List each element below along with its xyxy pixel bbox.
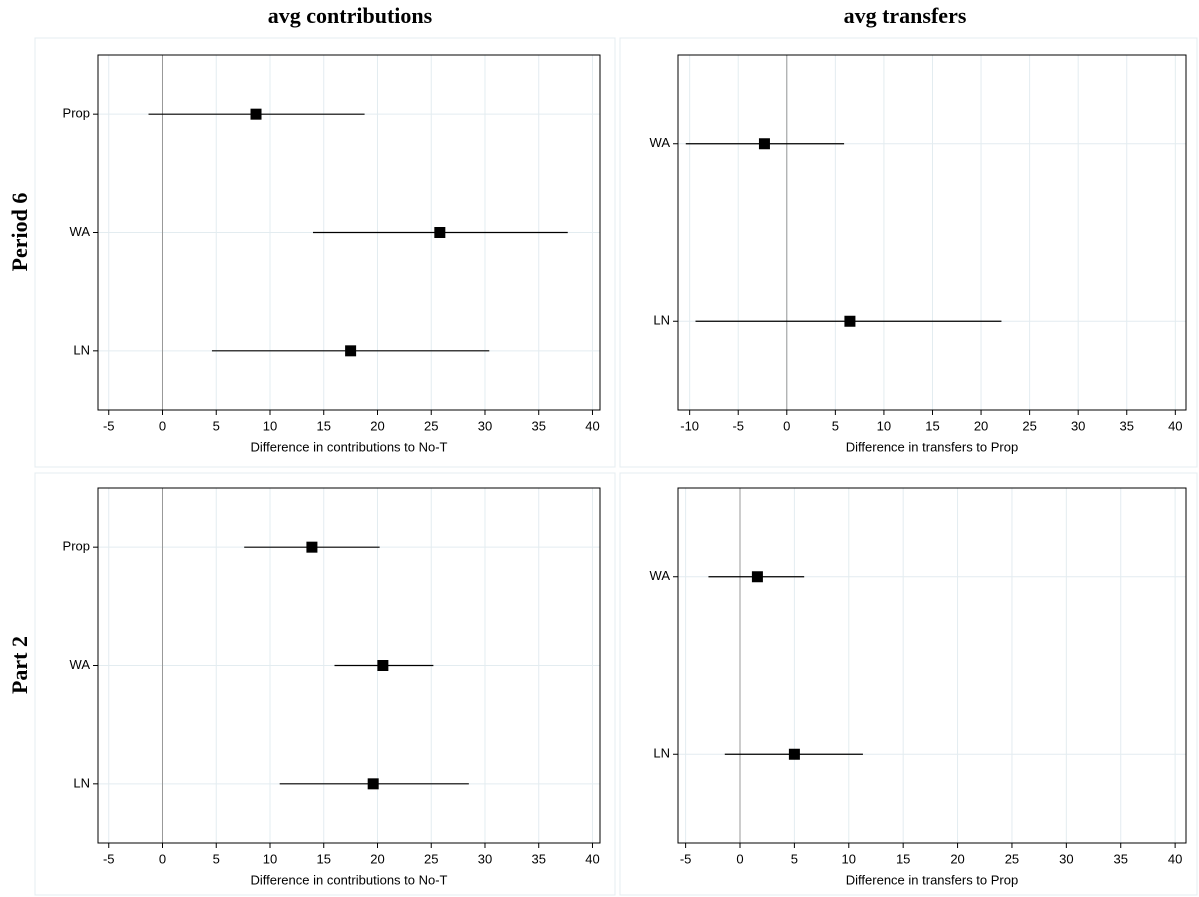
x-tick-label: 25 [424,418,438,433]
row-title: Period 6 [7,193,32,272]
x-axis-label: Difference in contributions to No-T [250,872,447,887]
x-tick-label: 30 [478,418,492,433]
x-tick-label: 10 [263,851,277,866]
x-tick-label: 30 [478,851,492,866]
x-tick-label: 35 [531,851,545,866]
x-tick-label: 20 [974,418,988,433]
x-tick-label: 40 [1168,851,1182,866]
x-tick-label: 15 [896,851,910,866]
panel-frame [34,472,616,896]
point-estimate [250,108,262,120]
point-estimate [758,138,770,150]
x-tick-label: 0 [736,851,743,866]
x-tick-label: 10 [877,418,891,433]
column-title: avg transfers [844,3,967,28]
y-tick-label: WA [650,568,671,583]
x-tick-label: -5 [103,851,115,866]
x-tick-label: 5 [791,851,798,866]
x-tick-label: 35 [531,418,545,433]
x-tick-label: 25 [1005,851,1019,866]
x-tick-label: 30 [1059,851,1073,866]
point-estimate [377,660,389,671]
y-tick-label: WA [650,135,671,150]
x-axis-label: Difference in contributions to No-T [250,439,447,454]
y-tick-label: WA [70,224,91,239]
y-tick-label: Prop [63,539,90,554]
point-estimate [434,227,446,238]
x-tick-label: -10 [680,418,699,433]
x-axis-label: Difference in transfers to Prop [846,872,1018,887]
point-estimate [306,541,318,553]
x-tick-label: 0 [159,851,166,866]
x-tick-label: 0 [159,418,166,433]
x-tick-label: 5 [213,418,220,433]
x-tick-label: 10 [842,851,856,866]
x-tick-label: 40 [1168,418,1182,433]
x-tick-label: 15 [317,418,331,433]
point-estimate [751,571,763,583]
x-tick-label: -5 [680,851,692,866]
y-tick-label: LN [653,746,670,761]
x-tick-label: -5 [103,418,115,433]
row-title: Part 2 [7,636,32,694]
x-tick-label: 15 [317,851,331,866]
x-tick-label: 20 [370,851,384,866]
point-estimate [788,748,800,760]
plot-frame [677,487,1187,844]
y-tick-label: Prop [63,106,90,121]
point-estimate [345,345,357,357]
x-tick-label: 20 [950,851,964,866]
x-tick-label: 0 [783,418,790,433]
x-tick-label: 25 [1022,418,1036,433]
y-tick-label: WA [70,657,91,672]
panel-frame [34,37,616,468]
x-axis-label: Difference in transfers to Prop [846,439,1018,454]
x-tick-label: 10 [263,418,277,433]
x-tick-label: 30 [1071,418,1085,433]
point-estimate [844,315,856,327]
x-tick-label: 25 [424,851,438,866]
x-tick-label: 35 [1120,418,1134,433]
y-tick-label: LN [73,342,90,357]
x-tick-label: 35 [1113,851,1127,866]
x-tick-label: 40 [585,418,599,433]
x-tick-label: 5 [213,851,220,866]
column-title: avg contributions [268,3,433,28]
panel-frame [619,37,1198,468]
panel-frame [619,472,1198,896]
y-tick-label: LN [73,775,90,790]
x-tick-label: -5 [732,418,744,433]
x-tick-label: 20 [370,418,384,433]
y-tick-label: LN [653,313,670,328]
x-tick-label: 5 [832,418,839,433]
x-tick-label: 15 [925,418,939,433]
point-estimate [367,778,379,790]
x-tick-label: 40 [585,851,599,866]
